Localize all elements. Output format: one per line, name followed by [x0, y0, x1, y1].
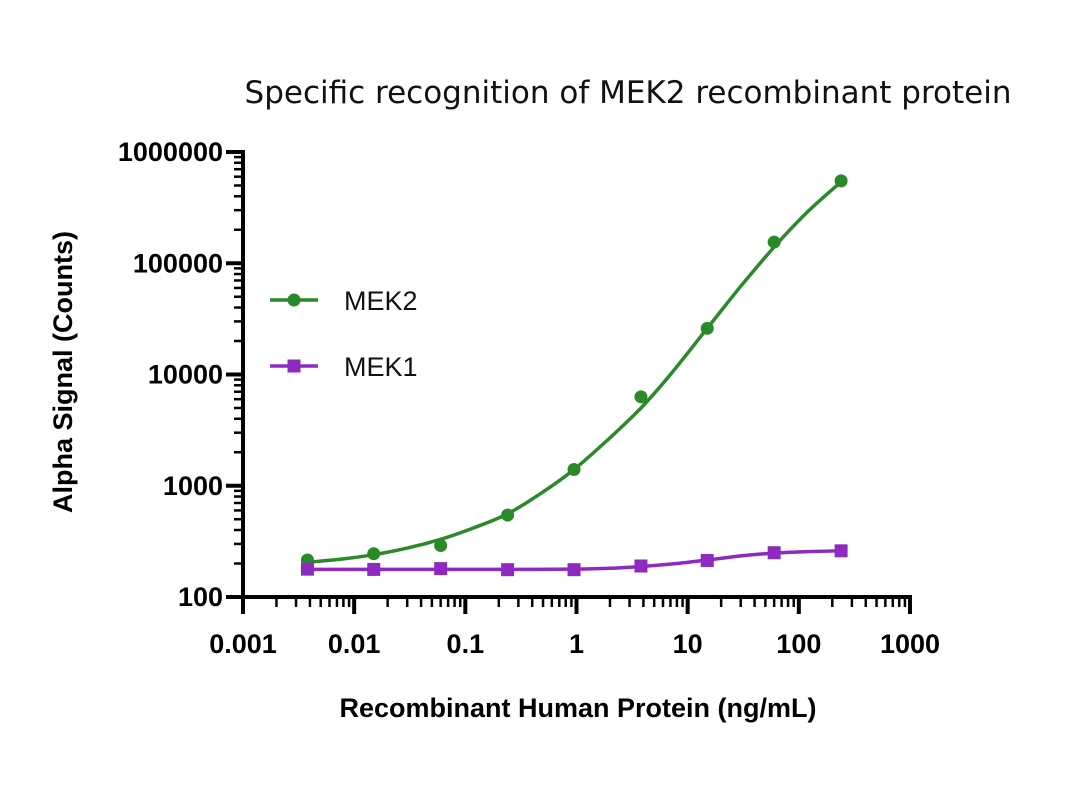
data-point-mek1 — [834, 544, 848, 558]
data-point-mek2 — [634, 390, 648, 404]
data-point-mek2 — [567, 462, 581, 476]
x-tick-label: 0.1 — [447, 629, 485, 659]
data-point-mek2 — [434, 539, 448, 553]
x-tick-label: 1000 — [880, 629, 940, 659]
x-tick-label: 0.001 — [209, 629, 277, 659]
data-points — [300, 174, 848, 577]
legend-label-mek2: MEK2 — [344, 286, 418, 316]
data-point-mek2 — [834, 174, 848, 188]
y-tick-label: 10000 — [148, 360, 223, 390]
legend-marker-mek1 — [287, 359, 301, 373]
chart-title: Specific recognition of MEK2 recombinant… — [245, 75, 1012, 111]
x-tick-label: 10 — [673, 629, 703, 659]
data-point-mek1 — [367, 562, 381, 576]
legend-marker-mek2 — [287, 293, 301, 307]
data-point-mek1 — [434, 562, 448, 576]
y-tick-label: 100 — [178, 582, 223, 612]
x-tick-label: 100 — [776, 629, 821, 659]
x-tick-label: 0.01 — [328, 629, 381, 659]
data-point-mek2 — [700, 321, 714, 335]
data-point-mek1 — [700, 553, 714, 567]
data-point-mek2 — [367, 547, 381, 561]
data-point-mek1 — [767, 546, 781, 560]
data-point-mek1 — [501, 563, 515, 577]
data-point-mek1 — [567, 563, 581, 577]
y-tick-label: 1000000 — [118, 137, 223, 167]
data-point-mek1 — [634, 559, 648, 573]
x-axis-label: Recombinant Human Protein (ng/mL) — [339, 693, 816, 723]
data-point-mek2 — [501, 508, 515, 522]
y-axis-label: Alpha Signal (Counts) — [48, 231, 78, 513]
legend: MEK2 MEK1 — [270, 286, 418, 382]
y-tick-label: 1000 — [163, 471, 223, 501]
legend-label-mek1: MEK1 — [344, 352, 418, 382]
x-tick-label: 1 — [569, 629, 584, 659]
axes: 100 1000 10000 100000 1000000 0.001 0.01 0.1 1 10… — [118, 137, 940, 659]
y-tick-label: 100000 — [133, 248, 223, 278]
data-point-mek1 — [300, 562, 314, 576]
data-point-mek2 — [767, 235, 781, 249]
